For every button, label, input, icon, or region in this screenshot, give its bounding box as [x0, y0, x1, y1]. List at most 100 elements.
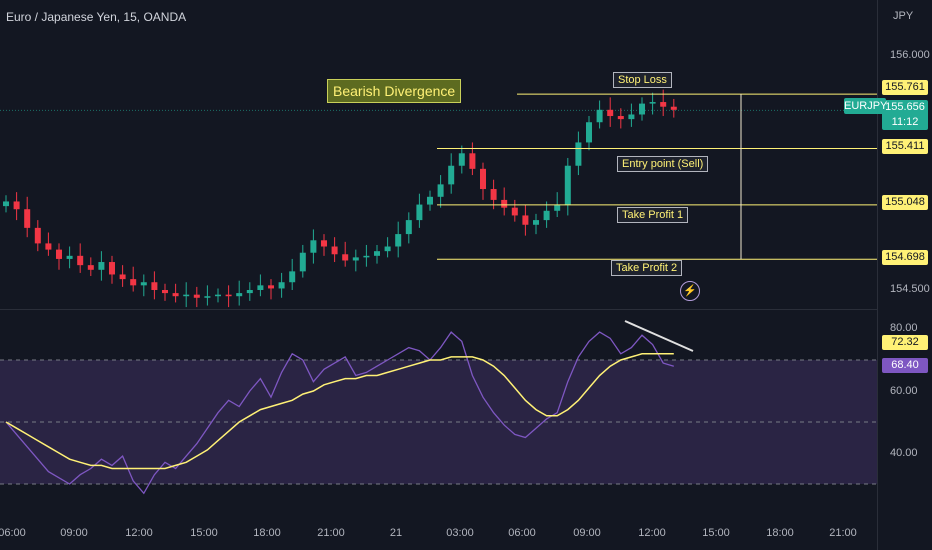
- candle-body: [596, 109, 603, 123]
- candle-body: [607, 109, 614, 117]
- candle-body: [458, 153, 465, 166]
- stop-loss-label[interactable]: Stop Loss: [613, 72, 672, 88]
- tp1-price-tag: 155.048: [882, 195, 928, 210]
- last-price-tag: 155.656 11:12: [882, 100, 928, 130]
- candle-body: [98, 262, 105, 270]
- candle-body: [480, 168, 486, 190]
- entry-point-label[interactable]: Entry point (Sell): [617, 156, 709, 172]
- time-label: 18:00: [253, 527, 281, 539]
- candle-body: [374, 251, 380, 256]
- candle-body: [56, 249, 62, 259]
- rsi-tick-60: 60.00: [890, 385, 918, 397]
- candle-body: [384, 246, 391, 252]
- candle-body: [87, 265, 94, 270]
- candle-body: [246, 290, 253, 294]
- price-tick-156: 156.000: [890, 49, 930, 61]
- time-label: 06:00: [508, 527, 536, 539]
- candle-body: [193, 294, 200, 298]
- candle-body: [109, 262, 115, 275]
- candle-body: [278, 282, 285, 289]
- rsi-line: [5, 331, 674, 495]
- candle-body: [395, 234, 402, 247]
- candle-body: [469, 153, 476, 169]
- candle-body: [660, 102, 667, 107]
- take-profit-1-label[interactable]: Take Profit 1: [617, 207, 689, 223]
- rsi-value-tag: 68.40: [882, 358, 928, 373]
- time-label: 09:00: [60, 527, 88, 539]
- candle-body: [554, 204, 561, 211]
- candle-body: [66, 255, 73, 259]
- candle-body: [34, 227, 41, 244]
- last-price: 155.656: [885, 101, 925, 113]
- candle-body: [13, 201, 20, 210]
- candle-body: [3, 201, 9, 207]
- candle-body: [617, 116, 624, 120]
- time-label: 06:00: [0, 527, 26, 539]
- currency-label: JPY: [893, 10, 914, 22]
- rsi-ma-line: [5, 353, 674, 470]
- candle-body: [564, 165, 571, 205]
- time-label: 09:00: [573, 527, 601, 539]
- candle-body: [586, 122, 592, 143]
- time-label: 21: [389, 527, 403, 539]
- candle-body: [533, 220, 539, 225]
- candle-body: [24, 209, 31, 228]
- candle-body: [236, 293, 243, 297]
- candle-body: [670, 106, 677, 110]
- candle-body: [352, 257, 359, 261]
- candle-body: [119, 274, 126, 280]
- candle-body: [511, 207, 518, 216]
- candle-body: [405, 220, 412, 235]
- divergence-trendline: [624, 320, 694, 352]
- time-label: 12:00: [638, 527, 666, 539]
- rsi-tick-80: 80.00: [890, 322, 918, 334]
- candle-body: [257, 285, 264, 290]
- stop-loss-price-tag: 155.761: [882, 80, 928, 95]
- candle-body: [289, 271, 296, 283]
- candle-body: [204, 296, 211, 298]
- candle-body: [140, 282, 147, 286]
- axis-divider: [877, 0, 878, 550]
- candle-body: [427, 196, 433, 205]
- candle-body: [151, 282, 158, 290]
- candle-body: [543, 210, 550, 221]
- time-label: 15:00: [702, 527, 730, 539]
- candle-body: [183, 294, 190, 297]
- candle-body: [268, 285, 274, 289]
- price-tick-154-5: 154.500: [890, 283, 930, 295]
- candle-body: [225, 294, 232, 297]
- candle-body: [628, 114, 635, 120]
- candle-body: [639, 103, 645, 115]
- tp2-price-tag: 154.698: [882, 250, 928, 265]
- time-label: 21:00: [317, 527, 345, 539]
- bar-countdown: 11:12: [891, 116, 919, 128]
- candle-body: [448, 165, 455, 185]
- symbol-title: Euro / Japanese Yen, 15, OANDA: [6, 10, 187, 24]
- candle-body: [649, 102, 656, 104]
- time-label: 18:00: [766, 527, 794, 539]
- candle-body: [342, 254, 349, 261]
- candle-body: [215, 294, 221, 297]
- candle-body: [45, 243, 52, 250]
- candle-body: [331, 246, 338, 255]
- lightning-icon[interactable]: ⚡: [680, 281, 700, 301]
- bearish-divergence-label[interactable]: Bearish Divergence: [327, 79, 462, 103]
- candle-body: [490, 189, 497, 200]
- candle-body: [416, 204, 423, 221]
- symbol-badge[interactable]: EURJPY: [844, 98, 888, 114]
- rsi-tick-40: 40.00: [890, 447, 918, 459]
- candle-body: [501, 199, 508, 208]
- candle-body: [299, 252, 306, 272]
- candle-body: [130, 279, 137, 286]
- pane-divider[interactable]: [0, 309, 877, 310]
- take-profit-2-label[interactable]: Take Profit 2: [611, 260, 683, 276]
- candle-body: [321, 240, 327, 247]
- candle-body: [172, 293, 179, 297]
- time-label: 12:00: [125, 527, 153, 539]
- candle-body: [363, 255, 370, 258]
- time-label: 15:00: [190, 527, 218, 539]
- time-label: 21:00: [829, 527, 857, 539]
- rsi-ma-tag: 72.32: [882, 335, 928, 350]
